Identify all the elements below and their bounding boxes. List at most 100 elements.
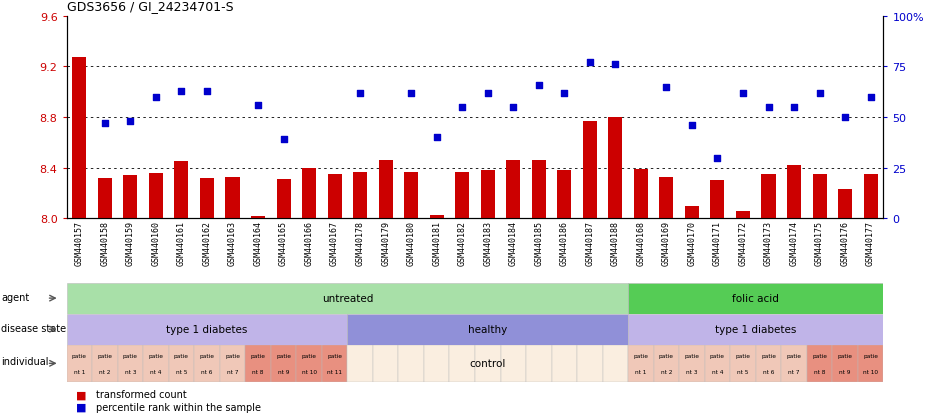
Text: nt 6: nt 6 (202, 369, 213, 374)
Text: GSM440186: GSM440186 (560, 221, 569, 266)
Bar (399, 345, 424, 382)
Text: patie: patie (174, 354, 189, 358)
Text: GSM440176: GSM440176 (841, 221, 849, 266)
Text: nt 9: nt 9 (278, 369, 290, 374)
Point (838, 114, 853, 121)
Point (761, 104, 776, 111)
Point (149, 94, 164, 101)
Bar (583, 121, 597, 219)
Text: nt 5: nt 5 (737, 369, 748, 374)
Text: GSM440162: GSM440162 (203, 221, 212, 266)
Text: GSM440161: GSM440161 (177, 221, 186, 266)
Point (123, 119, 138, 125)
Bar (506, 161, 520, 219)
Text: GSM440158: GSM440158 (101, 221, 109, 266)
Text: GDS3656 / GI_24234701-S: GDS3656 / GI_24234701-S (67, 0, 233, 13)
Text: patie: patie (735, 354, 750, 358)
Point (710, 155, 725, 161)
Bar (481, 171, 495, 219)
Text: patie: patie (684, 354, 699, 358)
Text: nt 3: nt 3 (125, 369, 136, 374)
Bar (271, 345, 296, 382)
Point (863, 94, 878, 101)
Text: GSM440157: GSM440157 (75, 221, 84, 266)
Bar (348, 314, 628, 345)
Text: nt 7: nt 7 (227, 369, 239, 374)
Bar (168, 345, 194, 382)
Text: type 1 diabetes: type 1 diabetes (715, 324, 796, 335)
Text: patie: patie (123, 354, 138, 358)
Text: patie: patie (710, 354, 725, 358)
Text: GSM440163: GSM440163 (228, 221, 237, 266)
Text: GSM440159: GSM440159 (126, 221, 135, 266)
Point (429, 135, 444, 141)
Bar (200, 178, 214, 219)
Bar (684, 206, 699, 219)
Bar (761, 175, 775, 219)
Text: nt 8: nt 8 (253, 369, 264, 374)
Text: GSM440175: GSM440175 (815, 221, 824, 266)
Bar (450, 345, 475, 382)
Point (735, 90, 750, 97)
Point (531, 82, 546, 89)
Text: untreated: untreated (322, 293, 373, 304)
Text: patie: patie (863, 354, 878, 358)
Text: GSM440178: GSM440178 (355, 221, 364, 266)
Bar (123, 176, 138, 219)
Bar (532, 161, 546, 219)
Bar (787, 166, 801, 219)
Text: patie: patie (251, 354, 265, 358)
Bar (730, 345, 756, 382)
Bar (143, 345, 168, 382)
Text: nt 4: nt 4 (150, 369, 162, 374)
Point (786, 104, 801, 111)
Text: GSM440170: GSM440170 (687, 221, 697, 266)
Bar (117, 345, 143, 382)
Text: GSM440167: GSM440167 (330, 221, 339, 266)
Bar (67, 314, 348, 345)
Bar (475, 345, 500, 382)
Bar (296, 345, 322, 382)
Point (659, 84, 673, 91)
Bar (327, 175, 341, 219)
Bar (634, 170, 647, 219)
Text: nt 3: nt 3 (686, 369, 697, 374)
Text: GSM440180: GSM440180 (407, 221, 415, 266)
Text: GSM440171: GSM440171 (713, 221, 722, 266)
Bar (277, 180, 290, 219)
Bar (245, 345, 271, 382)
Bar (251, 216, 265, 219)
Point (352, 90, 367, 97)
Point (404, 90, 419, 97)
Text: GSM440183: GSM440183 (483, 221, 492, 266)
Bar (628, 345, 654, 382)
Bar (577, 345, 602, 382)
Bar (557, 171, 572, 219)
Bar (424, 345, 450, 382)
Bar (404, 172, 418, 219)
Text: transformed count: transformed count (96, 389, 187, 399)
Bar (628, 314, 883, 345)
Bar (705, 345, 730, 382)
Point (684, 123, 699, 129)
Text: GSM440172: GSM440172 (738, 221, 747, 266)
Text: nt 6: nt 6 (763, 369, 774, 374)
Text: patie: patie (786, 354, 802, 358)
Bar (782, 345, 807, 382)
Bar (838, 190, 852, 219)
Text: GSM440173: GSM440173 (764, 221, 773, 266)
Point (608, 62, 623, 69)
Text: patie: patie (838, 354, 853, 358)
Point (812, 90, 827, 97)
Text: nt 4: nt 4 (711, 369, 723, 374)
Text: nt 7: nt 7 (788, 369, 800, 374)
Bar (175, 162, 189, 219)
Text: patie: patie (634, 354, 648, 358)
Text: GSM440185: GSM440185 (535, 221, 543, 266)
Point (583, 60, 598, 66)
Text: nt 8: nt 8 (814, 369, 825, 374)
Text: patie: patie (659, 354, 674, 358)
Text: disease state: disease state (1, 323, 67, 333)
Bar (628, 283, 883, 314)
Text: GSM440187: GSM440187 (586, 221, 595, 266)
